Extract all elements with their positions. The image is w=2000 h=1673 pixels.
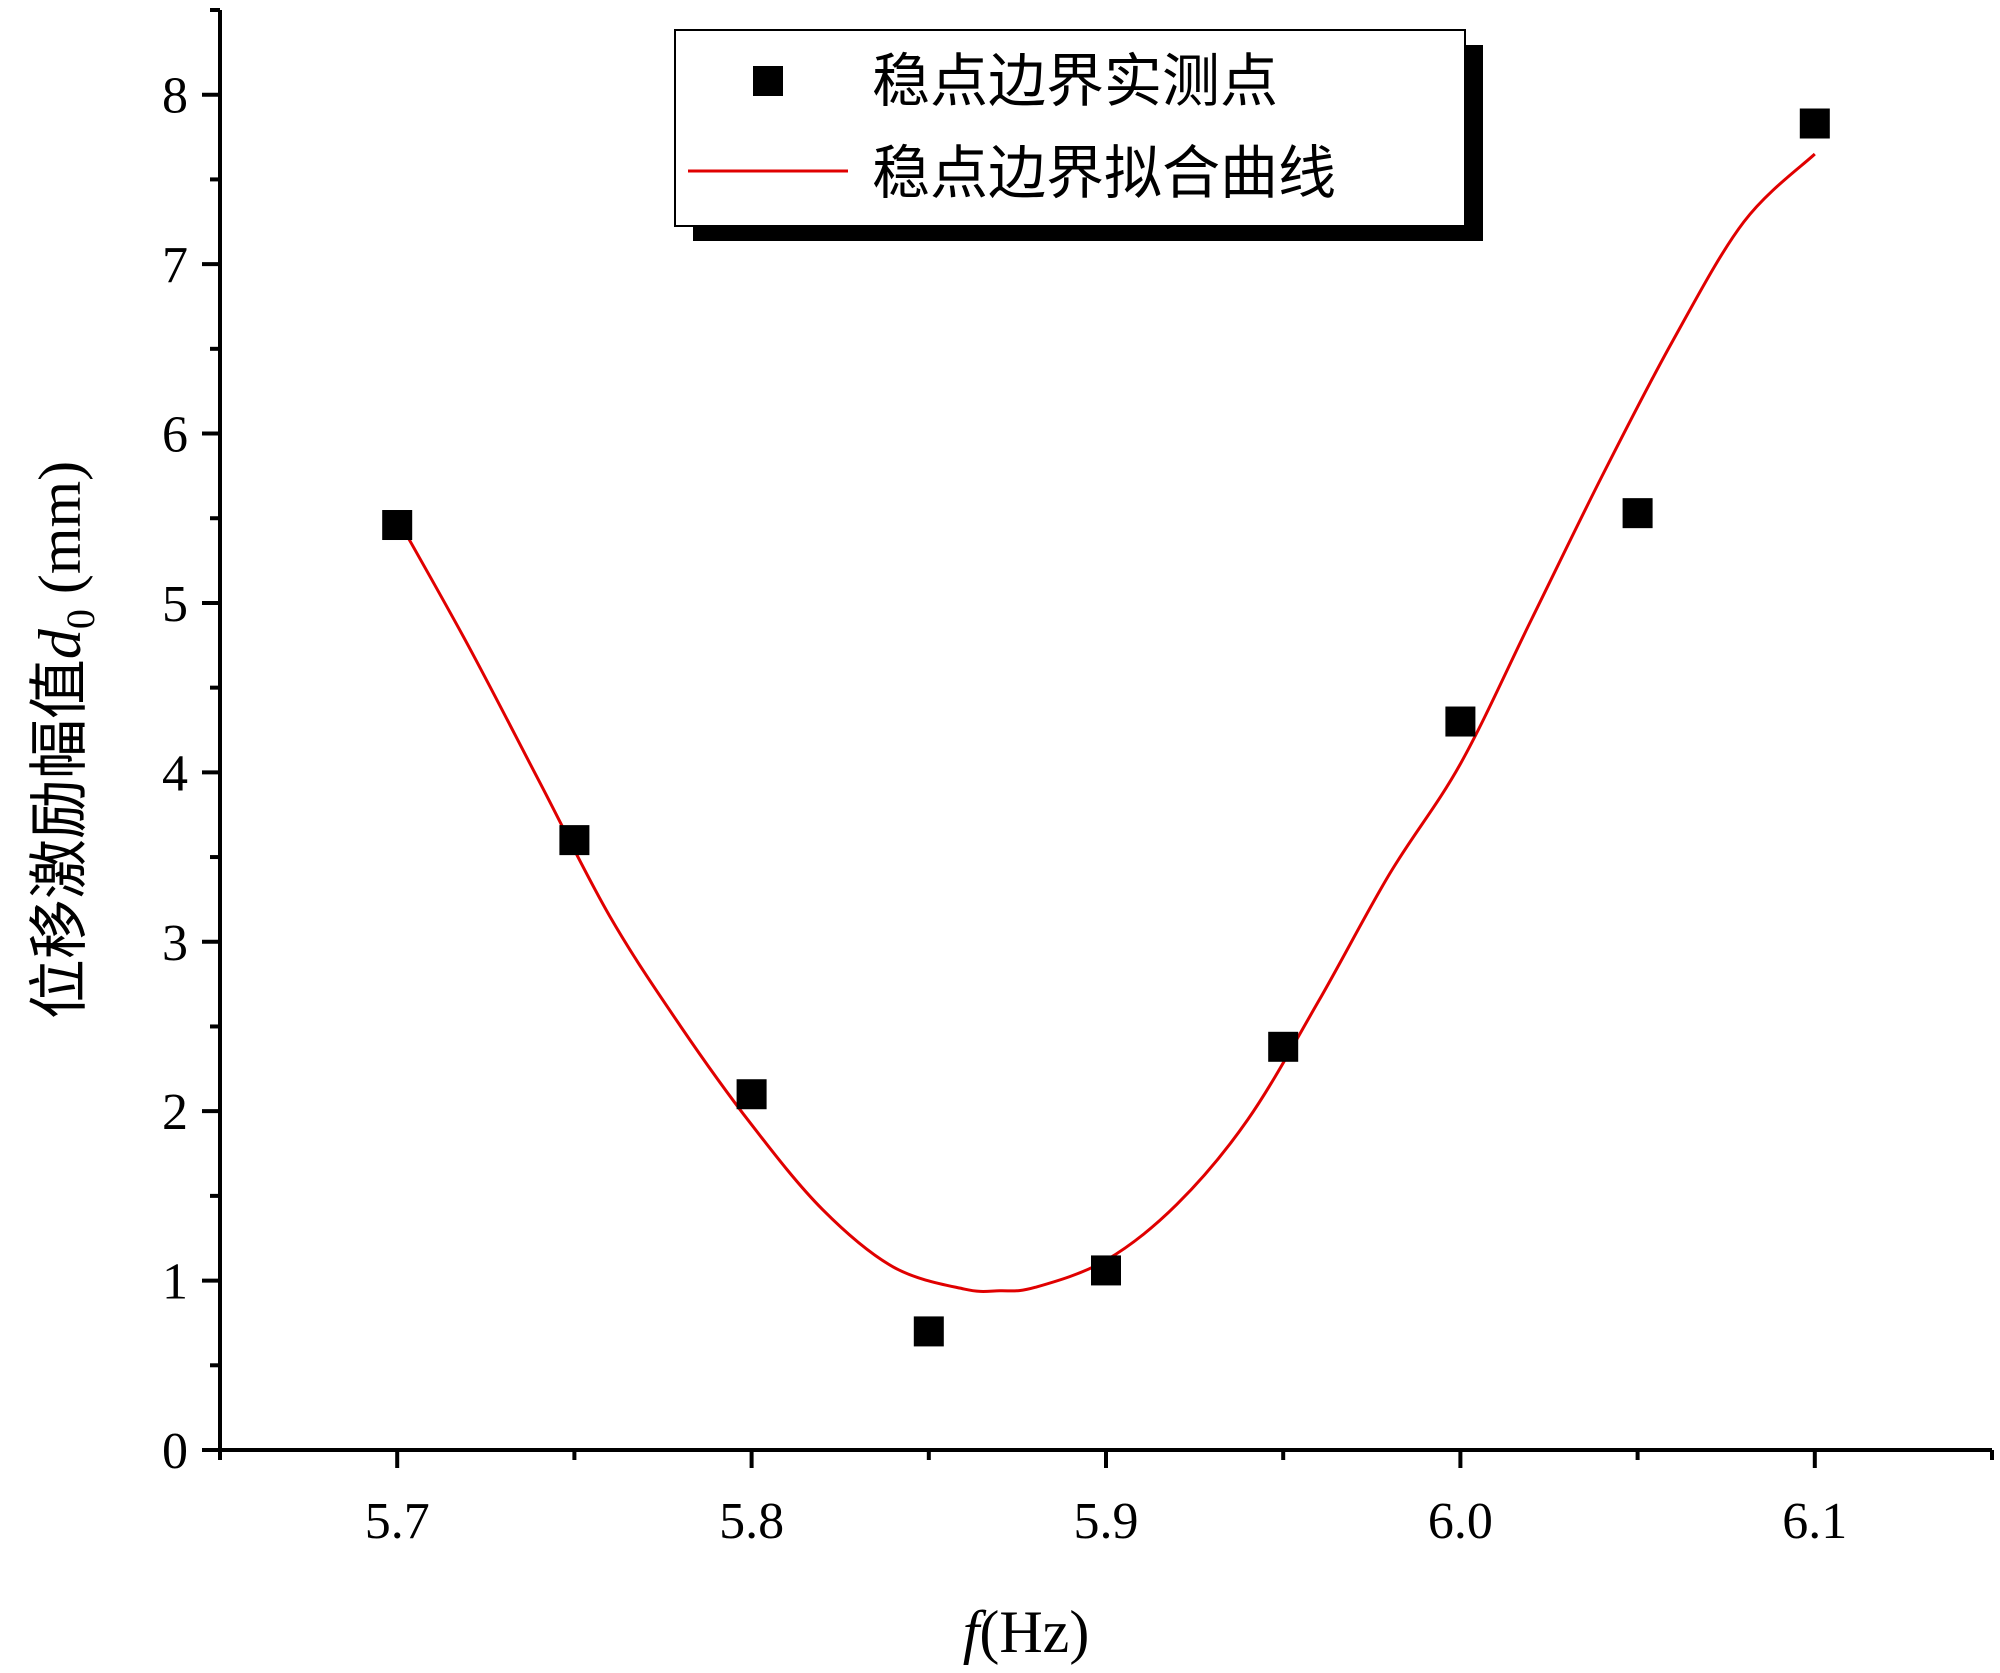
y-ticks: 0 1 2 3 4 5 6 7 8 [162,8,220,1480]
x-ticks: 5.7 5.8 5.9 6.0 6.1 [218,1450,1994,1550]
y-axis-title-rest: (mm) [27,461,93,609]
y-tick-label: 0 [162,1423,188,1480]
data-point [1445,706,1476,737]
legend-box [674,29,1466,227]
x-tick-label: 5.9 [1074,1493,1139,1550]
series-layer [382,108,1830,1347]
data-point [1799,108,1830,139]
y-axis-title-main: 位移激励幅值 [27,659,93,1019]
y-axis-title: 位移激励幅值d0 (mm) [27,461,103,1019]
y-tick-label: 8 [162,68,188,125]
y-tick-label: 6 [162,407,188,464]
data-point [382,510,413,541]
y-tick-label: 1 [162,1254,188,1311]
legend-marker-square [753,66,783,96]
data-point [1622,498,1653,529]
x-tick-label: 6.0 [1428,1493,1493,1550]
data-point [559,825,590,856]
y-tick-label: 7 [162,237,188,294]
data-point [736,1079,767,1110]
legend-label-fit: 稳点边界拟合曲线 [872,141,1336,206]
y-tick-label: 5 [162,576,188,633]
y-tick-label: 4 [162,745,188,802]
legend-label-measured: 稳点边界实测点 [872,49,1278,114]
y-tick-label: 2 [162,1084,188,1141]
data-point [1268,1031,1299,1062]
data-point [913,1316,944,1347]
fit-curve [395,152,1816,1293]
x-axis-title: f(Hz) [963,1599,1090,1665]
x-axis-title-rest: (Hz) [979,1599,1089,1665]
y-axis-title-sub: 0 [58,609,103,629]
data-point [1091,1255,1121,1286]
y-tick-label: 3 [162,915,188,972]
x-tick-label: 6.1 [1782,1493,1847,1550]
y-axis-title-italic: d [27,628,93,659]
legend: 稳点边界实测点 稳点边界拟合曲线 [674,29,1483,241]
x-tick-label: 5.8 [719,1493,784,1550]
x-tick-label: 5.7 [365,1493,430,1550]
